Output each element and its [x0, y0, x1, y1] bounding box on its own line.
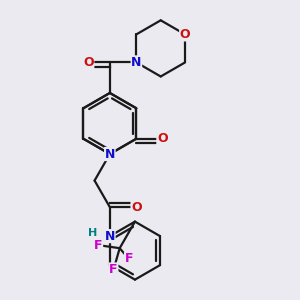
Text: F: F	[124, 252, 133, 266]
Text: O: O	[131, 201, 142, 214]
Text: N: N	[105, 148, 115, 160]
Text: N: N	[131, 56, 142, 69]
Text: H: H	[88, 228, 98, 238]
Text: O: O	[157, 132, 167, 145]
Text: O: O	[83, 56, 94, 69]
Text: F: F	[109, 263, 118, 276]
Text: N: N	[105, 230, 115, 243]
Text: O: O	[180, 28, 190, 41]
Text: F: F	[94, 238, 103, 252]
